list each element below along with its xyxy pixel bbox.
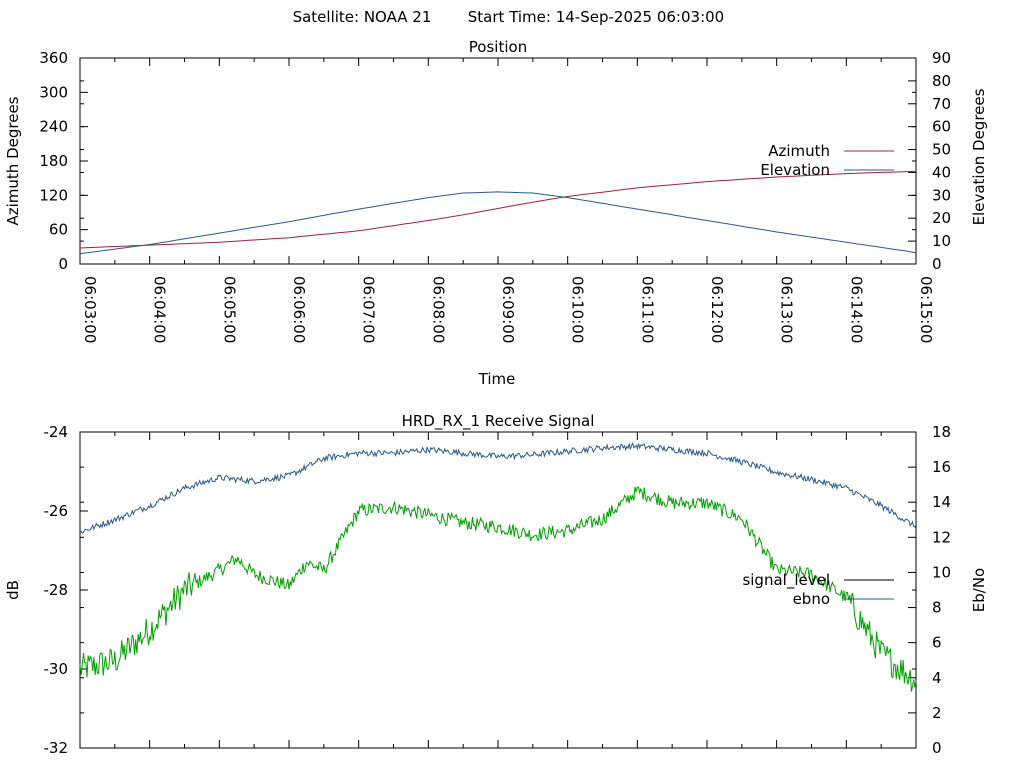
position-chart: Position 0 60 120 180 240 300 360 0 10 20 30 40 50 60 7… bbox=[4, 38, 988, 388]
series-line-ebno bbox=[79, 442, 917, 534]
start-time-label: Start Time: 14-Sep-2025 06:03:00 bbox=[468, 8, 724, 26]
satellite-label: Satellite: NOAA 21 bbox=[293, 8, 432, 26]
y-axis-label: dB bbox=[4, 580, 22, 600]
x-tick-label: 06:04:00 bbox=[151, 276, 169, 343]
y-tick-label: -28 bbox=[44, 581, 69, 599]
x-tick-label: 06:05:00 bbox=[220, 276, 238, 343]
x-tick-label: 06:03:00 bbox=[81, 276, 99, 343]
x-tick-label: 06:09:00 bbox=[499, 276, 517, 343]
series-line-signal-level bbox=[79, 486, 917, 692]
y-tick-label: -32 bbox=[44, 739, 69, 757]
y-tick-label: -30 bbox=[44, 660, 69, 678]
y-tick-label: 360 bbox=[39, 49, 68, 67]
y2-tick-label: 60 bbox=[932, 118, 951, 136]
y2-tick-label: 6 bbox=[932, 634, 942, 652]
receive-signal-chart: HRD_RX_1 Receive Signal -32 -30 -28 -26 -24 0 2… bbox=[4, 412, 988, 757]
y2-tick-label: 40 bbox=[932, 163, 951, 181]
y-tick-label: -24 bbox=[44, 423, 69, 441]
chart-title: HRD_RX_1 Receive Signal bbox=[402, 412, 595, 431]
x-tick-label: 06:15:00 bbox=[917, 276, 935, 343]
x-tick-label: 06:10:00 bbox=[569, 276, 587, 343]
y2-tick-label: 70 bbox=[932, 95, 951, 113]
y2-tick-label: 4 bbox=[932, 669, 942, 687]
y2-tick-label: 18 bbox=[932, 423, 951, 441]
y2-tick-label: 90 bbox=[932, 49, 951, 67]
legend-label: signal_level bbox=[742, 571, 830, 590]
x-tick-label: 06:12:00 bbox=[708, 276, 726, 343]
y2-tick-label: 0 bbox=[932, 739, 942, 757]
plot-frame bbox=[79, 431, 917, 749]
y-tick-label: 60 bbox=[49, 221, 68, 239]
legend-label: ebno bbox=[793, 590, 830, 608]
y2-tick-label: 2 bbox=[932, 704, 942, 722]
y2-tick-label: 80 bbox=[932, 72, 951, 90]
y2-tick-label: 10 bbox=[932, 563, 951, 581]
y-tick-label: 180 bbox=[39, 152, 68, 170]
y-tick-label: -26 bbox=[44, 502, 69, 520]
x-tick-label: 06:14:00 bbox=[847, 276, 865, 343]
y2-tick-label: 16 bbox=[932, 458, 951, 476]
x-axis-label: Time bbox=[478, 370, 516, 388]
y-axis-label: Azimuth Degrees bbox=[4, 96, 22, 225]
series-line-azimuth bbox=[79, 170, 917, 249]
y2-tick-label: 10 bbox=[932, 232, 951, 250]
legend-label: Elevation bbox=[760, 161, 830, 179]
y2-tick-label: 8 bbox=[932, 599, 942, 617]
x-tick-label: 06:11:00 bbox=[638, 276, 656, 343]
y-tick-label: 240 bbox=[39, 118, 68, 136]
y2-tick-label: 12 bbox=[932, 528, 951, 546]
chart-title: Position bbox=[469, 38, 527, 56]
y2-axis-label: Elevation Degrees bbox=[970, 88, 988, 225]
x-tick-label: 06:07:00 bbox=[360, 276, 378, 343]
y2-tick-label: 0 bbox=[932, 255, 942, 273]
y2-tick-label: 50 bbox=[932, 141, 951, 159]
y-tick-label: 0 bbox=[58, 255, 68, 273]
legend-label: Azimuth bbox=[768, 142, 830, 160]
x-tick-label: 06:13:00 bbox=[778, 276, 796, 343]
x-tick-label: 06:08:00 bbox=[429, 276, 447, 343]
y-tick-label: 120 bbox=[39, 186, 68, 204]
y2-tick-label: 30 bbox=[932, 186, 951, 204]
y2-tick-label: 14 bbox=[932, 493, 951, 511]
y-tick-label: 300 bbox=[39, 83, 68, 101]
y2-tick-label: 20 bbox=[932, 209, 951, 227]
y2-axis-label: Eb/No bbox=[970, 568, 988, 612]
series-line-elevation bbox=[79, 191, 917, 255]
x-tick-label: 06:06:00 bbox=[290, 276, 308, 343]
